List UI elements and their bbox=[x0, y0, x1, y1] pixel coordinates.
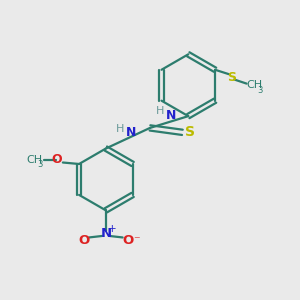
Text: O: O bbox=[52, 153, 62, 166]
Text: N: N bbox=[100, 227, 111, 240]
Text: CH: CH bbox=[246, 80, 262, 90]
Text: O: O bbox=[78, 234, 89, 247]
Text: +: + bbox=[108, 224, 117, 234]
Text: H: H bbox=[155, 106, 164, 116]
Text: 3: 3 bbox=[257, 85, 263, 94]
Text: N: N bbox=[166, 109, 177, 122]
Text: O: O bbox=[122, 234, 134, 247]
Text: CH: CH bbox=[26, 154, 42, 165]
Text: 3: 3 bbox=[38, 160, 43, 169]
Text: S: S bbox=[185, 125, 195, 139]
Text: N: N bbox=[126, 126, 136, 140]
Text: ⁻: ⁻ bbox=[133, 234, 140, 247]
Text: H: H bbox=[116, 124, 124, 134]
Text: S: S bbox=[227, 70, 236, 84]
